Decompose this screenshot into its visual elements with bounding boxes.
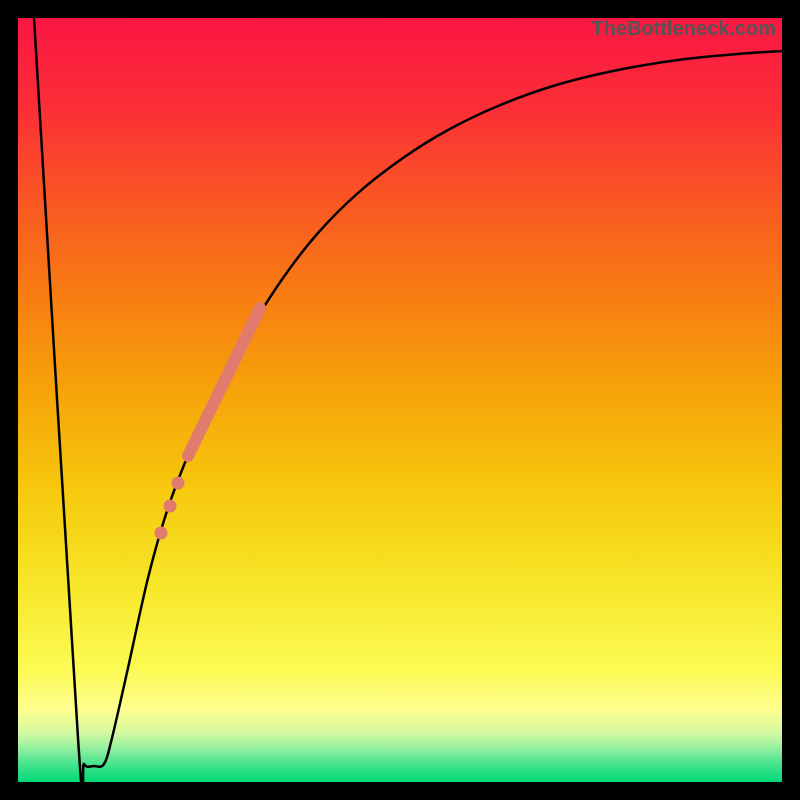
highlight-dot <box>164 500 177 513</box>
highlight-dot <box>172 477 185 490</box>
bottleneck-curve-layer <box>18 18 782 782</box>
watermark-text: TheBottleneck.com <box>592 18 776 41</box>
bottleneck-curve <box>34 18 782 782</box>
highlight-dots-group <box>155 477 185 540</box>
highlight-segment <box>188 308 260 456</box>
highlight-dot <box>155 527 168 540</box>
plot-area: TheBottleneck.com <box>18 18 782 782</box>
